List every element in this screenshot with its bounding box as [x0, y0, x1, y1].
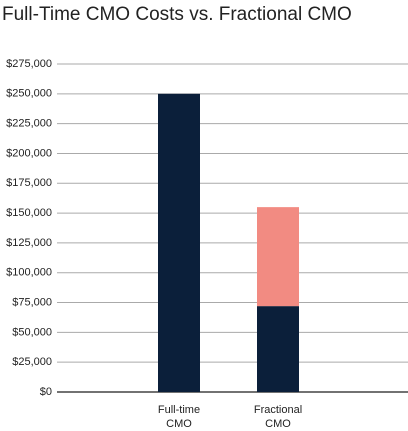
- y-tick-label: $0: [40, 386, 52, 398]
- y-tick-label: $125,000: [6, 237, 52, 249]
- y-tick-label: $250,000: [6, 88, 52, 100]
- chart-title: Full-Time CMO Costs vs. Fractional CMO: [2, 4, 352, 25]
- y-tick-label: $150,000: [6, 207, 52, 219]
- y-tick-label: $75,000: [12, 296, 52, 308]
- bar-segment: [257, 207, 299, 307]
- y-tick-label: $175,000: [6, 177, 52, 189]
- bar-segment: [257, 306, 299, 392]
- y-tick-label: $200,000: [6, 147, 52, 159]
- y-tick-label: $25,000: [12, 356, 52, 368]
- bar-segment: [158, 93, 200, 393]
- y-tick-label: $225,000: [6, 118, 52, 130]
- y-tick-label: $50,000: [12, 326, 52, 338]
- y-tick-label: $100,000: [6, 267, 52, 279]
- y-tick-label: $275,000: [6, 58, 52, 70]
